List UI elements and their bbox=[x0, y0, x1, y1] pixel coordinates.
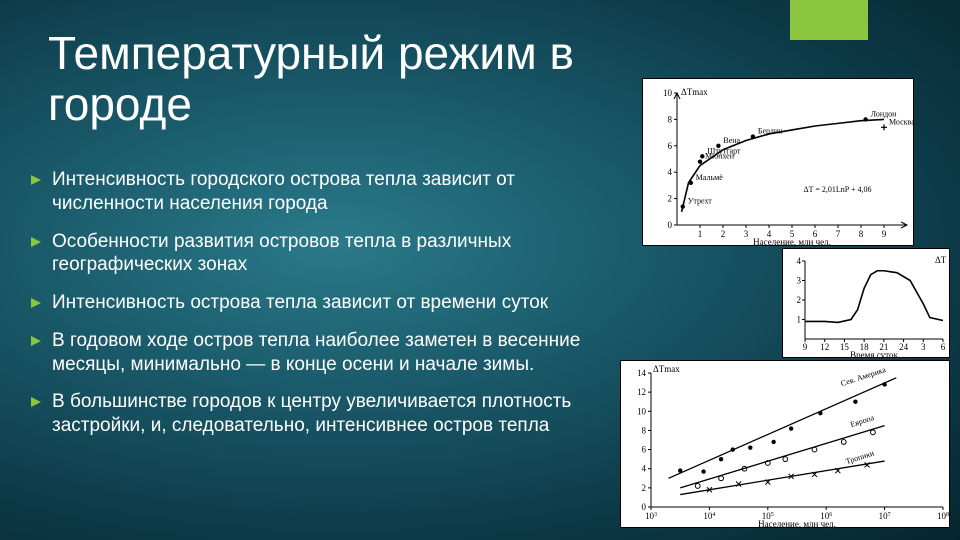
svg-text:6: 6 bbox=[668, 141, 673, 151]
chart-time-of-day: 123491215182124369ΔTВремя суток bbox=[782, 248, 950, 358]
bullet-text: Особенности развития островов тепла в ра… bbox=[52, 230, 610, 278]
svg-text:7: 7 bbox=[836, 229, 841, 239]
svg-text:10: 10 bbox=[663, 88, 673, 98]
svg-text:ΔT: ΔT bbox=[935, 255, 947, 265]
bullet-item: Интенсивность острова тепла зависит от в… bbox=[30, 291, 610, 315]
svg-text:ΔT = 2,01LnP + 4,06: ΔT = 2,01LnP + 4,06 bbox=[804, 185, 872, 194]
bullet-text: Интенсивность острова тепла зависит от в… bbox=[52, 291, 548, 315]
bullet-marker-icon bbox=[30, 335, 42, 347]
svg-text:Мальмё: Мальмё bbox=[696, 173, 723, 182]
svg-text:12: 12 bbox=[820, 342, 829, 352]
chart-population-dtmax: 0246810123456789ΔTmaxНаселение, млн чел.… bbox=[642, 78, 914, 246]
svg-text:3: 3 bbox=[744, 229, 749, 239]
svg-text:ΔTmax: ΔTmax bbox=[653, 364, 680, 374]
bullet-text: Интенсивность городского острова тепла з… bbox=[52, 168, 610, 216]
svg-text:Население, млн чел.: Население, млн чел. bbox=[753, 237, 831, 247]
svg-text:Штутгарт: Штутгарт bbox=[707, 146, 741, 155]
svg-text:9: 9 bbox=[882, 229, 887, 239]
svg-text:Москва: Москва bbox=[889, 117, 915, 126]
svg-text:8: 8 bbox=[859, 229, 864, 239]
svg-text:2: 2 bbox=[642, 483, 647, 493]
svg-text:15: 15 bbox=[840, 342, 850, 352]
bullet-text: В большинстве городов к центру увеличива… bbox=[52, 390, 610, 438]
svg-text:12: 12 bbox=[637, 387, 646, 397]
bullet-marker-icon bbox=[30, 174, 42, 186]
bullet-text: В годовом ходе остров тепла наиболее зам… bbox=[52, 329, 610, 377]
svg-text:ΔTmax: ΔTmax bbox=[681, 87, 708, 97]
svg-text:1: 1 bbox=[698, 229, 703, 239]
accent-block bbox=[790, 0, 868, 40]
svg-text:Вена: Вена bbox=[723, 136, 740, 145]
svg-text:0: 0 bbox=[668, 220, 673, 230]
svg-text:24: 24 bbox=[899, 342, 909, 352]
svg-text:14: 14 bbox=[637, 368, 647, 378]
svg-text:107: 107 bbox=[879, 511, 891, 521]
svg-text:2: 2 bbox=[797, 295, 802, 305]
chart-regions-loglin: 02468101214103104105106107108ΔTmaxНаселе… bbox=[620, 360, 950, 528]
bullet-item: Интенсивность городского острова тепла з… bbox=[30, 168, 610, 216]
bullet-list: Интенсивность городского острова тепла з… bbox=[30, 168, 610, 452]
svg-text:8: 8 bbox=[668, 114, 673, 124]
svg-text:108: 108 bbox=[937, 511, 949, 521]
bullet-marker-icon bbox=[30, 396, 42, 408]
svg-text:6: 6 bbox=[941, 342, 946, 352]
svg-text:1: 1 bbox=[797, 315, 802, 325]
svg-text:2: 2 bbox=[668, 194, 673, 204]
svg-text:6: 6 bbox=[642, 445, 647, 455]
svg-text:4: 4 bbox=[797, 256, 802, 266]
svg-text:Время суток: Время суток bbox=[850, 350, 898, 359]
svg-text:10: 10 bbox=[637, 406, 647, 416]
svg-text:3: 3 bbox=[797, 276, 802, 286]
svg-text:2: 2 bbox=[721, 229, 726, 239]
svg-text:8: 8 bbox=[642, 425, 647, 435]
svg-text:Население, млн чел.: Население, млн чел. bbox=[758, 519, 836, 529]
svg-text:9: 9 bbox=[803, 342, 808, 352]
svg-text:4: 4 bbox=[642, 464, 647, 474]
svg-text:3: 3 bbox=[921, 342, 926, 352]
svg-text:4: 4 bbox=[668, 167, 673, 177]
bullet-marker-icon bbox=[30, 236, 42, 248]
slide-title: Температурный режим в городе bbox=[48, 28, 588, 129]
svg-text:Утрехт: Утрехт bbox=[688, 197, 713, 206]
bullet-marker-icon bbox=[30, 297, 42, 309]
svg-text:Европа: Европа bbox=[849, 413, 876, 429]
bullet-item: В большинстве городов к центру увеличива… bbox=[30, 390, 610, 438]
svg-text:103: 103 bbox=[645, 511, 657, 521]
bullet-item: Особенности развития островов тепла в ра… bbox=[30, 230, 610, 278]
bullet-item: В годовом ходе остров тепла наиболее зам… bbox=[30, 329, 610, 377]
svg-text:104: 104 bbox=[703, 511, 715, 521]
svg-text:Берлин: Берлин bbox=[758, 127, 783, 136]
